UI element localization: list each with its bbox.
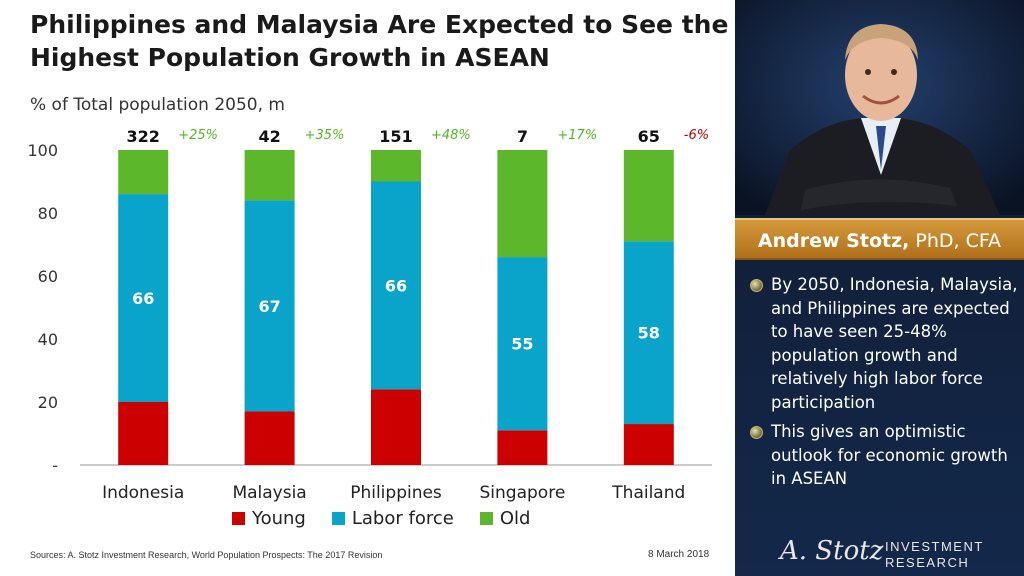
total-population-label: 322 — [126, 127, 159, 146]
labor-force-data-label: 67 — [258, 297, 280, 316]
presenter-name: Andrew Stotz, — [757, 230, 910, 252]
total-population-label: 7 — [517, 127, 528, 146]
presenter-credentials: PhD, CFA — [909, 230, 1002, 252]
chart-subtitle: % of Total population 2050, m — [30, 95, 285, 115]
date-label: 8 March 2018 — [648, 549, 710, 560]
side-panel: Andrew Stotz, PhD, CFA By 2050, Indonesi… — [735, 0, 1024, 576]
total-population-label: 151 — [379, 127, 412, 146]
bar-segment-old — [497, 150, 548, 258]
x-tick-label: Philippines — [350, 483, 442, 503]
labor-force-data-label: 66 — [132, 289, 154, 308]
stacked-bar-chart: - 20 40 60 80 100 66 Indonesia 322 +25% 67 Malaysia… — [27, 127, 712, 503]
x-tick-label: Indonesia — [102, 483, 184, 503]
growth-rate-label: +48% — [431, 128, 471, 143]
bullet-icon — [750, 426, 763, 439]
presenter-name-bar: Andrew Stotz, PhD, CFA — [735, 218, 1024, 260]
legend-swatch-labor-force — [331, 512, 345, 525]
y-tick-label: 20 — [38, 393, 58, 412]
key-point-text: This gives an optimistic outlook for eco… — [771, 422, 1008, 488]
chart-legend: Young Labor force Old — [232, 508, 530, 529]
bar-segment-labor — [623, 241, 674, 425]
bar-segment-old — [371, 150, 421, 182]
bar-segment-labor — [497, 257, 548, 431]
presenter-portrait — [735, 0, 1024, 215]
x-tick-label: Thailand — [611, 483, 685, 503]
labor-force-data-label: 55 — [511, 335, 533, 354]
labor-force-data-label: 66 — [385, 276, 407, 295]
legend-item-labor-force: Labor force — [331, 508, 454, 529]
x-tick-label: Singapore — [480, 483, 566, 503]
key-point-text: By 2050, Indonesia, Malaysia, and Philip… — [771, 275, 1018, 412]
bar-segment-old — [118, 150, 169, 195]
growth-rate-label: +25% — [178, 128, 218, 143]
growth-rate-label: +17% — [557, 128, 597, 143]
brand-logo: A. Stotz INVESTMENT RESEARCH — [780, 536, 1020, 572]
brand-line-2: RESEARCH — [885, 555, 970, 570]
key-points: By 2050, Indonesia, Malaysia, and Philip… — [750, 273, 1022, 497]
legend-label-labor-force: Labor force — [351, 508, 454, 529]
bar-segment-young — [497, 430, 548, 465]
bar-segment-old — [244, 150, 295, 201]
y-tick-label: 60 — [38, 267, 58, 286]
bar-segment-labor — [118, 194, 169, 402]
total-population-label: 42 — [258, 127, 280, 146]
legend-swatch-old — [479, 512, 493, 525]
legend-label-young: Young — [252, 508, 306, 529]
bar-segment-young — [244, 411, 295, 465]
brand-wordmark: INVESTMENT RESEARCH — [885, 539, 984, 571]
bar-segment-young — [371, 389, 421, 465]
key-point: This gives an optimistic outlook for eco… — [750, 420, 1022, 491]
y-tick-label: 100 — [27, 141, 58, 160]
x-tick-label: Malaysia — [232, 483, 306, 503]
total-population-label: 65 — [638, 127, 660, 146]
y-tick-label: - — [52, 456, 58, 475]
bullet-icon — [750, 279, 763, 292]
bar-segment-labor — [244, 200, 295, 412]
chart-title: Philippines and Malaysia Are Expected to… — [30, 10, 729, 72]
brand-signature: A. Stotz — [780, 536, 884, 566]
brand-line-1: INVESTMENT — [885, 539, 984, 554]
bar-segment-old — [623, 150, 674, 242]
bar-segment-young — [623, 424, 674, 465]
source-note: Sources: A. Stotz Investment Research, W… — [30, 550, 383, 560]
legend-item-old: Old — [479, 508, 531, 529]
growth-rate-label: -6% — [684, 128, 709, 143]
y-tick-label: 80 — [38, 204, 58, 223]
legend-swatch-young — [232, 512, 245, 525]
y-tick-label: 40 — [38, 330, 58, 349]
legend-label-old: Old — [499, 508, 531, 529]
key-point: By 2050, Indonesia, Malaysia, and Philip… — [750, 273, 1022, 414]
labor-force-data-label: 58 — [638, 324, 660, 343]
legend-item-young: Young — [232, 508, 306, 529]
bar-segment-young — [118, 402, 169, 465]
bar-segment-labor — [371, 181, 421, 390]
growth-rate-label: +35% — [305, 128, 345, 143]
